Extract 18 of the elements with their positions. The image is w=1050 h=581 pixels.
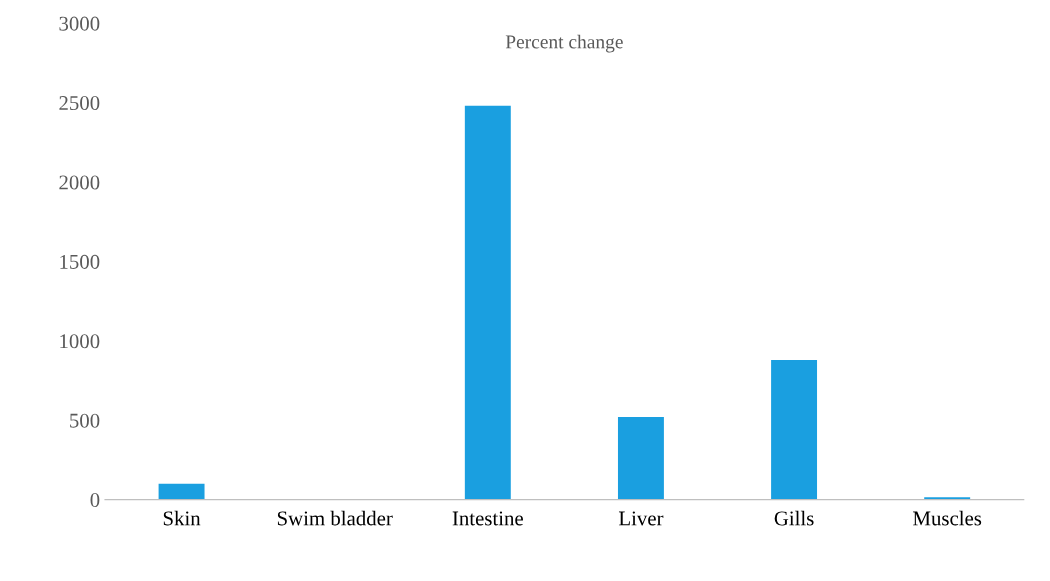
x-tick-label: Liver: [618, 511, 664, 526]
y-tick-label: 2500: [59, 96, 100, 111]
y-tick-label: 2000: [59, 175, 100, 190]
x-tick-label: Intestine: [452, 511, 523, 526]
y-tick-label: 1500: [60, 254, 100, 269]
text: Percent change: [505, 34, 623, 53]
y-tick-label: 3000: [59, 16, 100, 31]
bar: [158, 483, 205, 500]
y-tick-label: 0: [90, 493, 100, 508]
x-tick-label: Swim bladder: [277, 510, 393, 526]
bar: [464, 105, 511, 500]
y-tick-label: 500: [70, 413, 100, 428]
bar: [771, 359, 818, 500]
x-tick-label: Gills: [774, 510, 814, 526]
bar: [617, 417, 664, 500]
y-tick-label: 1000: [60, 334, 100, 349]
x-tick-label: Muscles: [913, 510, 982, 526]
x-tick-label: Skin: [163, 510, 201, 526]
